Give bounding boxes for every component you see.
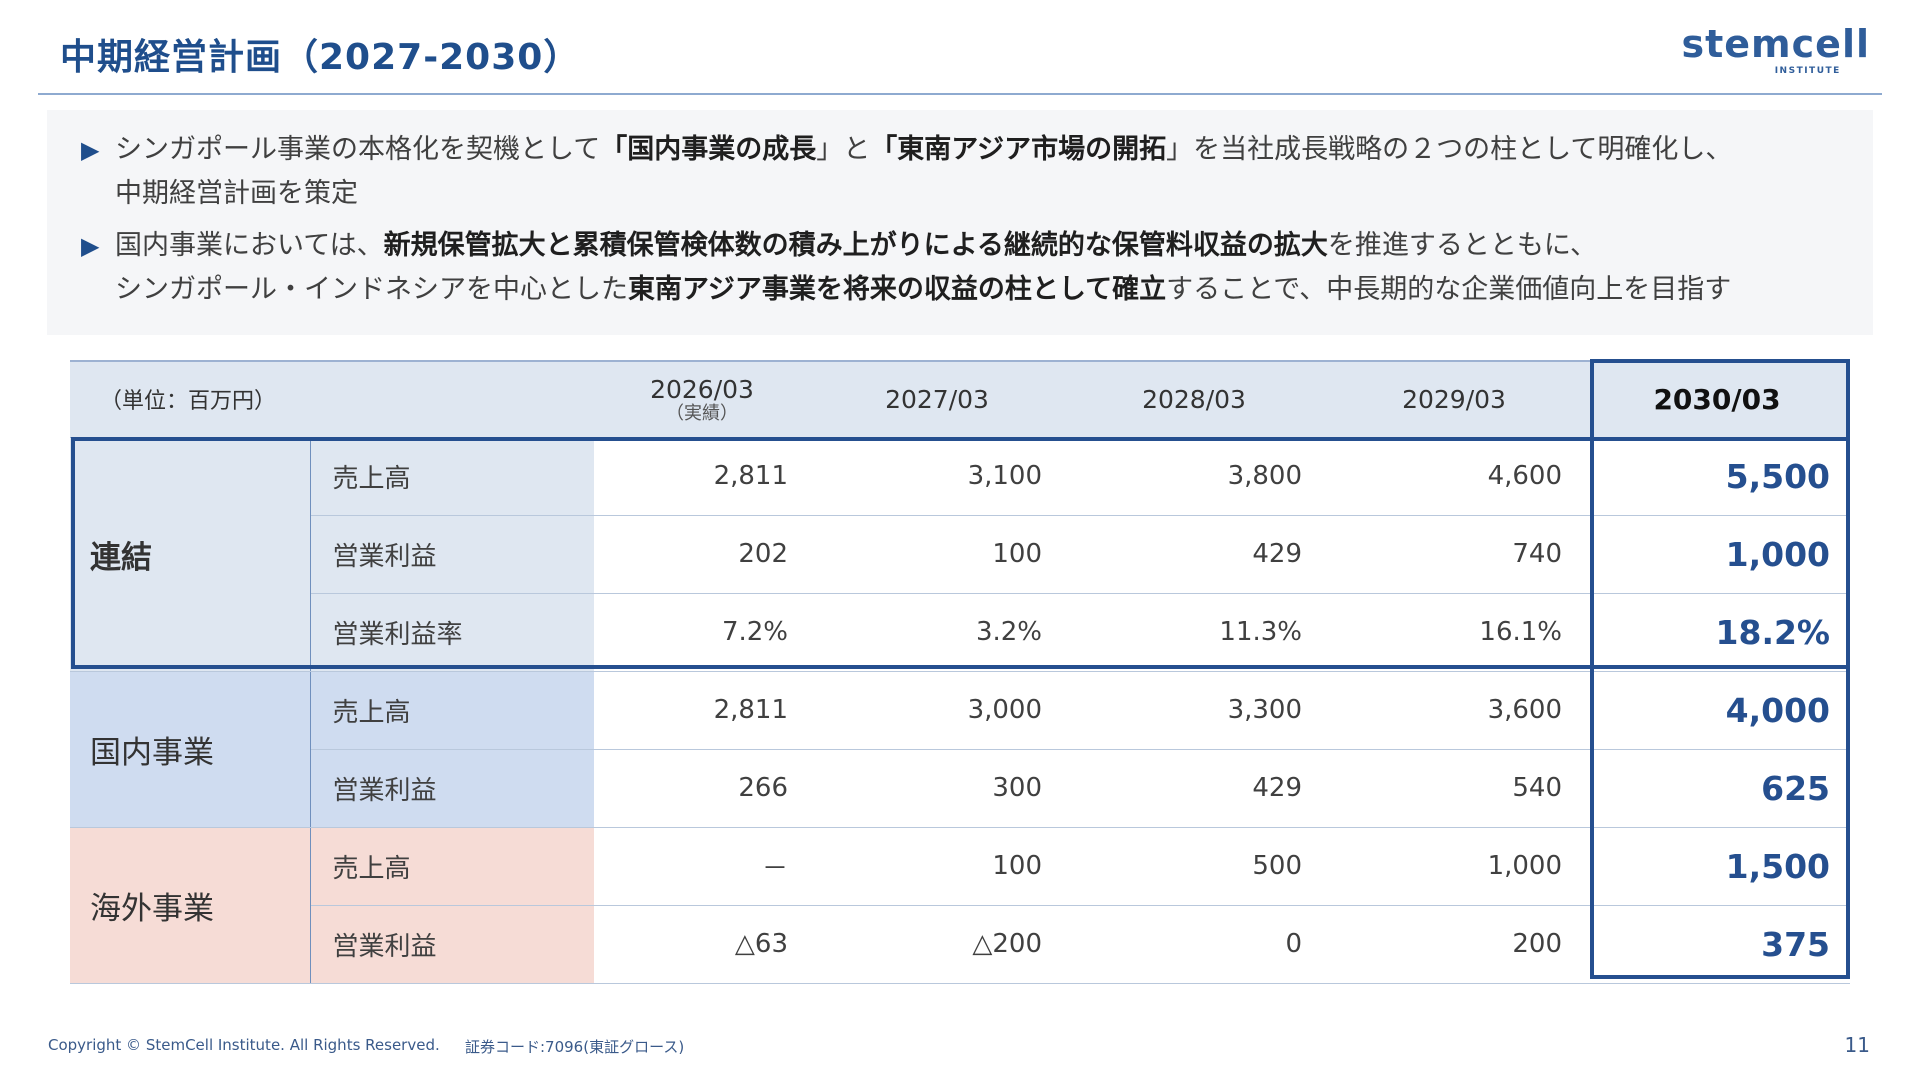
bullet-2-t2: を推進するとともに、 bbox=[1327, 230, 1598, 261]
bullet-2-b1: 新規保管拡大と累積保管検体数の積み上がりによる継続的な保管料収益の拡大 bbox=[383, 230, 1328, 261]
table-cell-target: 1,500 bbox=[1584, 827, 1851, 906]
bullet-1-b2: 「東南アジア市場の開拓 bbox=[870, 134, 1167, 165]
row-item-label: 営業利益 bbox=[310, 749, 595, 828]
table-cell: 7.2% bbox=[594, 593, 811, 672]
table-cell-target: 5,500 bbox=[1584, 437, 1851, 516]
row-item-label: 売上高 bbox=[310, 671, 595, 750]
year-header: 2028/03 bbox=[1064, 360, 1325, 438]
table-cell: 200 bbox=[1324, 905, 1585, 984]
triangle-bullet-icon: ▶ bbox=[81, 232, 100, 260]
bullet-1-t2: 」と bbox=[816, 134, 871, 165]
table-cell: 16.1% bbox=[1324, 593, 1585, 672]
table-cell-target: 625 bbox=[1584, 749, 1851, 828]
table-row: 海外事業 売上高 － 100 500 1,000 1,500 bbox=[70, 827, 1851, 984]
table-cell: △63 bbox=[594, 905, 811, 984]
group-label-overseas: 海外事業 bbox=[70, 827, 311, 984]
table-cell-target: 4,000 bbox=[1584, 671, 1851, 750]
table-cell: 3,300 bbox=[1064, 671, 1325, 750]
summary-box: ▶ シンガポール事業の本格化を契機として「国内事業の成長」と「東南アジア市場の開… bbox=[47, 110, 1873, 335]
table-cell: 2,811 bbox=[594, 671, 811, 750]
year-header-sub: （実績） bbox=[666, 402, 739, 424]
table-cell: 3,000 bbox=[810, 671, 1065, 750]
bullet-1-t4: 中期経営計画を策定 bbox=[115, 178, 358, 209]
table-cell: 300 bbox=[810, 749, 1065, 828]
bullet-1-t1: シンガポール事業の本格化を契機として bbox=[115, 134, 601, 165]
table-cell: 100 bbox=[810, 515, 1065, 594]
table-cell: 429 bbox=[1064, 749, 1325, 828]
table-row: 国内事業 売上高 2,811 3,000 3,300 3,600 4,000 bbox=[70, 671, 1851, 828]
table-cell: 1,000 bbox=[1324, 827, 1585, 906]
title-divider bbox=[38, 93, 1882, 95]
logo-sub-text: INSTITUTE bbox=[1774, 66, 1841, 76]
page-title: 中期経営計画（2027-2030） bbox=[60, 37, 581, 78]
table-row: 営業利益率 7.2% 3.2% 11.3% 16.1% 18.2% bbox=[70, 593, 1851, 672]
stock-code-text: 証券コード:7096(東証グロース) bbox=[465, 1038, 685, 1056]
table-cell: 3.2% bbox=[810, 593, 1065, 672]
summary-bullet-2: ▶ 国内事業においては、新規保管拡大と累積保管検体数の積み上がりによる継続的な保… bbox=[81, 224, 1843, 312]
row-item-label: 営業利益 bbox=[310, 905, 595, 984]
group-label-consolidated: 連結 bbox=[70, 437, 311, 672]
table-cell: 3,800 bbox=[1064, 437, 1325, 516]
table-row: 営業利益 202 100 429 740 1,000 bbox=[70, 515, 1851, 594]
bullet-2-t4: することで、中長期的な企業価値向上を目指す bbox=[1166, 274, 1732, 305]
table-cell: 429 bbox=[1064, 515, 1325, 594]
year-header: 2029/03 bbox=[1324, 360, 1585, 438]
triangle-bullet-icon: ▶ bbox=[81, 136, 100, 164]
logo-main-text: stemcell bbox=[1681, 22, 1870, 66]
table-header-row: （単位：百万円） 2026/03 （実績） 2027/03 2028/03 202… bbox=[70, 360, 1851, 438]
bullet-2-b2: 東南アジア事業を将来の収益の柱として確立 bbox=[628, 274, 1167, 305]
bullet-2-t1: 国内事業においては、 bbox=[115, 230, 384, 261]
table-cell: 500 bbox=[1064, 827, 1325, 906]
group-label-domestic: 国内事業 bbox=[70, 671, 311, 828]
table-cell: 266 bbox=[594, 749, 811, 828]
table-cell: △200 bbox=[810, 905, 1065, 984]
year-header: 2026/03 （実績） bbox=[594, 360, 811, 438]
table-row: 営業利益 266 300 429 540 625 bbox=[70, 749, 1851, 828]
table-row: 営業利益 △63 △200 0 200 375 bbox=[70, 905, 1851, 984]
bullet-1-t3: 」を当社成長戦略の２つの柱として明確化し、 bbox=[1166, 134, 1733, 165]
table-cell: 202 bbox=[594, 515, 811, 594]
bullet-2-t3: シンガポール・インドネシアを中心とした bbox=[115, 274, 628, 305]
table-cell-target: 1,000 bbox=[1584, 515, 1851, 594]
table-cell: 4,600 bbox=[1324, 437, 1585, 516]
table-cell: 740 bbox=[1324, 515, 1585, 594]
table-row: 連結 売上高 2,811 3,100 3,800 4,600 5,500 bbox=[70, 437, 1851, 672]
table-cell: 3,100 bbox=[810, 437, 1065, 516]
plan-table: （単位：百万円） 2026/03 （実績） 2027/03 2028/03 202… bbox=[70, 360, 1851, 984]
row-item-label: 売上高 bbox=[310, 827, 595, 906]
page-number: 11 bbox=[1844, 1033, 1870, 1057]
row-item-label: 営業利益率 bbox=[310, 593, 595, 672]
table-cell: － bbox=[594, 827, 811, 906]
copyright-text: Copyright © StemCell Institute. All Righ… bbox=[48, 1036, 440, 1054]
table-cell: 2,811 bbox=[594, 437, 811, 516]
table-cell: 100 bbox=[810, 827, 1065, 906]
bullet-1-text: シンガポール事業の本格化を契機として「国内事業の成長」と「東南アジア市場の開拓」… bbox=[115, 128, 1732, 216]
bullet-1-b1: 「国内事業の成長 bbox=[600, 134, 817, 165]
summary-bullet-1: ▶ シンガポール事業の本格化を契機として「国内事業の成長」と「東南アジア市場の開… bbox=[81, 128, 1843, 216]
bullet-2-text: 国内事業においては、新規保管拡大と累積保管検体数の積み上がりによる継続的な保管料… bbox=[115, 224, 1731, 312]
year-header: 2027/03 bbox=[810, 360, 1065, 438]
row-item-label: 売上高 bbox=[310, 437, 595, 516]
row-item-label: 営業利益 bbox=[310, 515, 595, 594]
table-cell: 3,600 bbox=[1324, 671, 1585, 750]
table-cell-target: 18.2% bbox=[1584, 593, 1851, 672]
company-logo: stemcell INSTITUTE bbox=[1682, 24, 1871, 76]
table-cell: 11.3% bbox=[1064, 593, 1325, 672]
table-cell: 0 bbox=[1064, 905, 1325, 984]
year-header-target: 2030/03 bbox=[1584, 360, 1851, 438]
table-cell-target: 375 bbox=[1584, 905, 1851, 984]
table-cell: 540 bbox=[1324, 749, 1585, 828]
unit-label: （単位：百万円） bbox=[70, 360, 595, 438]
